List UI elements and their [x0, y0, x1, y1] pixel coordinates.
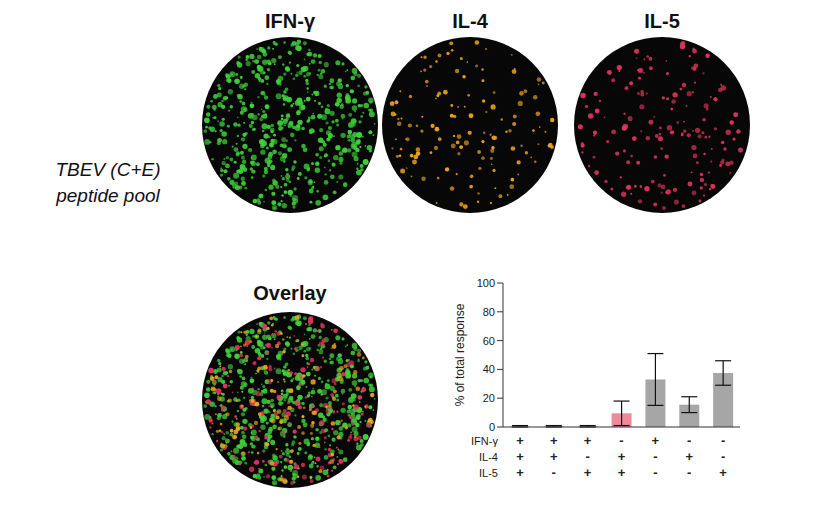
svg-text:+: + [516, 465, 524, 480]
svg-text:+: + [584, 433, 592, 448]
svg-text:+: + [652, 433, 660, 448]
svg-text:Overlay: Overlay [253, 282, 327, 304]
svg-text:-: - [585, 449, 589, 464]
svg-text:+: + [516, 449, 524, 464]
svg-text:20: 20 [483, 392, 495, 404]
svg-text:-: - [687, 433, 691, 448]
svg-text:+: + [516, 433, 524, 448]
svg-text:100: 100 [477, 277, 495, 289]
svg-text:+: + [719, 465, 727, 480]
svg-text:-: - [619, 433, 623, 448]
svg-text:-: - [552, 465, 556, 480]
svg-text:IL-4: IL-4 [479, 451, 498, 463]
svg-text:-: - [721, 433, 725, 448]
svg-text:IFN-γ: IFN-γ [265, 10, 316, 32]
svg-text:+: + [550, 433, 558, 448]
svg-text:IL-5: IL-5 [644, 10, 680, 32]
svg-text:% of total response: % of total response [453, 303, 467, 406]
svg-text:80: 80 [483, 306, 495, 318]
svg-text:+: + [685, 449, 693, 464]
svg-text:+: + [550, 449, 558, 464]
svg-text:-: - [687, 465, 691, 480]
svg-text:0: 0 [489, 421, 495, 433]
svg-text:IL-4: IL-4 [452, 10, 488, 32]
svg-text:-: - [721, 449, 725, 464]
svg-text:IFN-γ: IFN-γ [471, 435, 498, 447]
svg-text:+: + [618, 465, 626, 480]
svg-text:40: 40 [483, 363, 495, 375]
svg-text:peptide pool: peptide pool [55, 185, 160, 206]
svg-text:-: - [653, 465, 657, 480]
svg-text:60: 60 [483, 335, 495, 347]
svg-text:IL-5: IL-5 [479, 467, 498, 479]
svg-text:+: + [618, 449, 626, 464]
svg-text:-: - [653, 449, 657, 464]
svg-text:+: + [584, 465, 592, 480]
svg-text:TBEV (C+E): TBEV (C+E) [55, 159, 160, 180]
